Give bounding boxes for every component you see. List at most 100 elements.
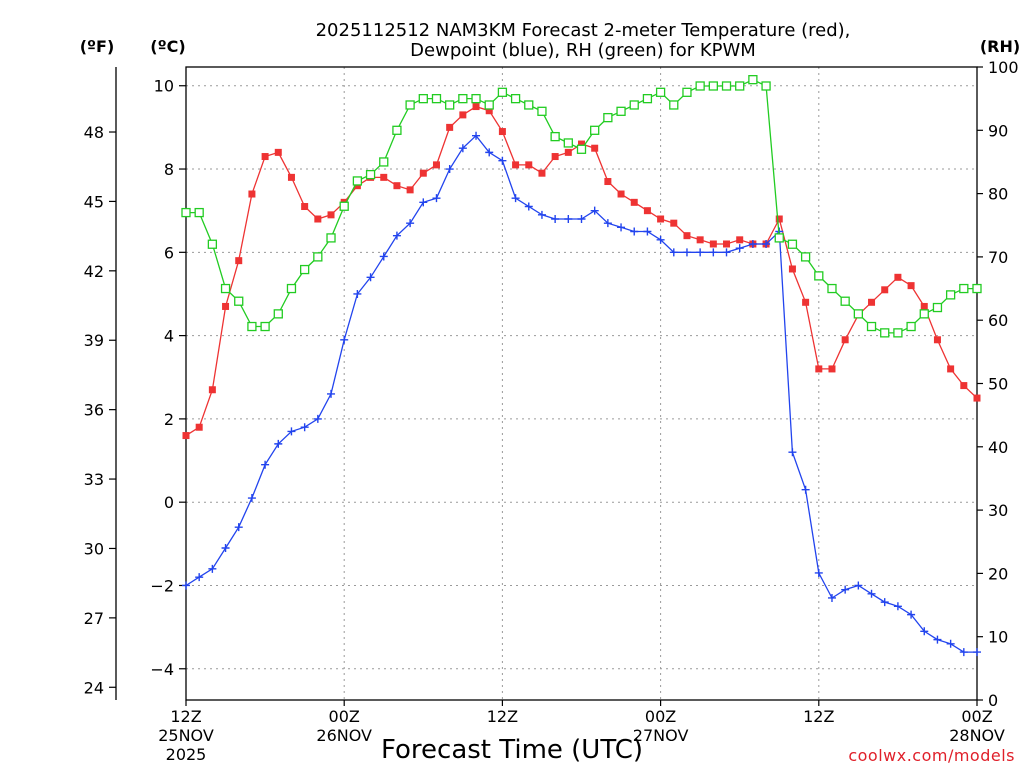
temperature-point xyxy=(868,298,876,306)
temperature-point xyxy=(591,144,599,152)
fahrenheit-unit-label: (ºF) xyxy=(80,37,115,56)
rh-point xyxy=(774,233,784,243)
series-rh xyxy=(181,75,982,338)
temperature-point xyxy=(578,140,585,148)
rh-tick-label: 0 xyxy=(988,691,998,710)
dewpoint-point xyxy=(221,543,230,552)
rh-point xyxy=(814,271,824,281)
rh-point xyxy=(853,309,863,319)
time-tick-year: 2025 xyxy=(166,745,207,764)
rh-point xyxy=(906,321,916,332)
rh-point xyxy=(655,87,666,97)
rh-point xyxy=(524,100,534,110)
dewpoint-point xyxy=(524,202,533,211)
rh-point xyxy=(365,169,376,180)
rh-point xyxy=(616,106,626,116)
rh-point xyxy=(537,106,547,116)
temperature-point xyxy=(828,365,836,373)
dewpoint-point xyxy=(406,219,415,228)
dewpoint-point xyxy=(195,573,204,582)
temperature-point xyxy=(287,173,295,181)
dewpoint-point xyxy=(788,448,797,457)
dewpoint-point xyxy=(603,219,612,228)
rh-point xyxy=(880,328,890,338)
temperature-point xyxy=(657,215,665,223)
rh-point xyxy=(590,125,600,135)
rh-point xyxy=(260,321,270,332)
dewpoint-point xyxy=(327,389,336,398)
rh-point xyxy=(932,302,943,313)
time-tick-label: 12Z xyxy=(803,707,834,726)
rh-point xyxy=(458,94,468,104)
time-tick-date: 27NOV xyxy=(633,726,689,745)
dewpoint-point xyxy=(722,248,731,257)
chart-title-line1: 2025112512 NAM3KM Forecast 2-meter Tempe… xyxy=(316,20,851,41)
rh-point xyxy=(787,239,798,249)
dewpoint-point xyxy=(300,423,309,432)
dewpoint-point xyxy=(458,144,467,153)
rh-point xyxy=(220,283,231,294)
temperature-point xyxy=(327,211,335,219)
rh-point xyxy=(313,252,323,262)
temperature-point xyxy=(604,178,612,186)
chart-title-line2: Dewpoint (blue), RH (green) for KPWM xyxy=(410,40,756,61)
dewpoint-point xyxy=(656,235,665,244)
rh-point xyxy=(629,100,639,110)
dewpoint-point xyxy=(827,593,836,602)
dewpoint-point xyxy=(946,639,955,648)
time-tick-label: 00Z xyxy=(329,707,360,726)
rh-point xyxy=(405,100,415,110)
dewpoint-point xyxy=(392,231,401,240)
fahrenheit-tick-label: 27 xyxy=(84,609,104,628)
temperature-point xyxy=(261,153,269,161)
dewpoint-point xyxy=(617,223,626,232)
rh-tick-label: 10 xyxy=(988,628,1008,647)
rh-point xyxy=(234,296,244,306)
rh-point xyxy=(827,283,837,294)
rh-point xyxy=(603,112,613,123)
dewpoint-point xyxy=(537,210,546,219)
celsius-tick-label: 10 xyxy=(154,77,174,96)
temperature-point xyxy=(709,240,717,248)
dewpoint-point xyxy=(762,239,771,248)
series-temperature xyxy=(182,103,981,440)
temperature-point xyxy=(419,169,427,177)
dewpoint-point xyxy=(696,248,705,257)
dewpoint-point xyxy=(182,581,190,590)
dewpoint-point xyxy=(511,194,520,203)
dewpoint-point xyxy=(340,335,349,344)
rh-point xyxy=(286,283,297,294)
temperature-point xyxy=(630,198,638,206)
rh-point xyxy=(959,283,969,294)
temperature-point xyxy=(564,148,572,156)
fahrenheit-tick-label: 45 xyxy=(84,192,104,211)
temperature-point xyxy=(947,365,955,373)
rh-point xyxy=(576,144,587,154)
series-dewpoint xyxy=(182,131,981,657)
dewpoint-point xyxy=(709,248,718,257)
rh-point xyxy=(642,94,653,104)
fahrenheit-tick-label: 30 xyxy=(84,539,104,558)
dewpoint-point xyxy=(841,585,850,594)
rh-point xyxy=(352,176,363,186)
dewpoint-point xyxy=(880,598,889,607)
rh-tick-label: 60 xyxy=(988,311,1008,330)
rh-point xyxy=(484,100,494,110)
dewpoint-point xyxy=(920,627,929,636)
rh-point xyxy=(748,75,758,85)
rh-point xyxy=(247,321,257,332)
rh-point xyxy=(945,290,956,300)
time-tick-label: 00Z xyxy=(645,707,676,726)
rh-point xyxy=(471,94,481,104)
rh-point xyxy=(893,328,903,338)
rh-point xyxy=(445,100,455,110)
rh-point xyxy=(563,138,573,148)
temperature-point xyxy=(525,161,533,169)
temperature-point xyxy=(195,423,203,431)
temperature-point xyxy=(248,190,256,198)
temperature-point xyxy=(788,265,796,273)
dewpoint-point xyxy=(498,156,507,165)
rh-point xyxy=(431,94,442,104)
rh-point xyxy=(392,125,402,135)
